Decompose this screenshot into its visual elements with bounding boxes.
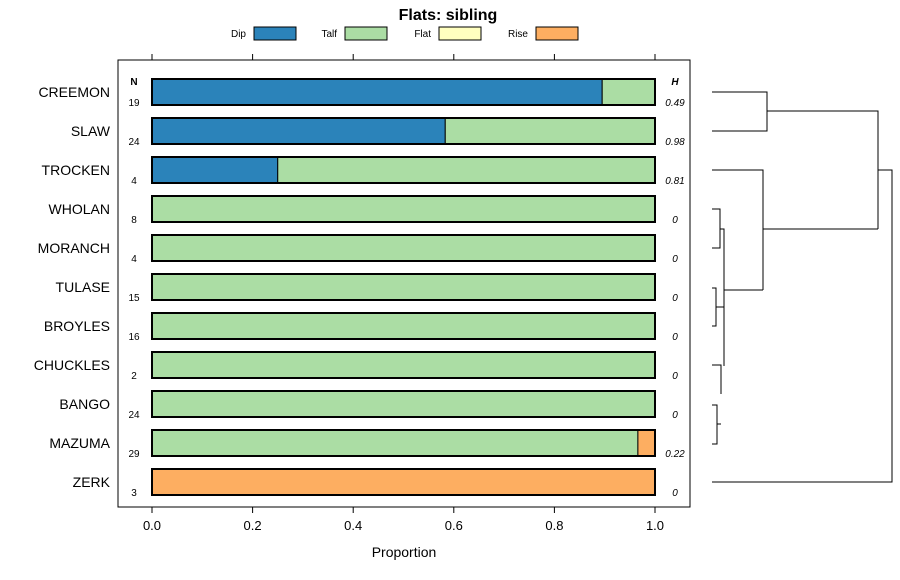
- h-value: 0.49: [665, 98, 685, 109]
- n-value: 3: [131, 488, 137, 499]
- h-value: 0: [672, 332, 678, 343]
- bar-outline: [151, 234, 656, 262]
- plot-frame: [117, 59, 691, 508]
- row-label: MORANCH: [38, 240, 110, 256]
- bar-segment-talf: [151, 390, 656, 418]
- n-value: 15: [128, 293, 140, 304]
- dendrogram-branch: [720, 228, 725, 366]
- legend-label: Rise: [508, 29, 528, 40]
- h-value: 0: [672, 410, 678, 421]
- h-value: 0: [672, 215, 678, 226]
- legend-label: Flat: [414, 29, 431, 40]
- x-tick-label: 0.0: [143, 518, 161, 533]
- dendrogram-branch: [712, 364, 722, 394]
- chart-title: Flats: sibling: [399, 7, 498, 24]
- h-value: 0: [672, 371, 678, 382]
- bar-segment-talf: [277, 156, 656, 184]
- bar-segment-talf: [151, 351, 656, 379]
- row-label: BANGO: [59, 396, 110, 412]
- row-label: CREEMON: [38, 84, 110, 100]
- bar-outline: [151, 429, 656, 457]
- n-value: 2: [131, 371, 137, 382]
- n-value: 19: [128, 98, 140, 109]
- row-label: TROCKEN: [42, 162, 110, 178]
- row-label: WHOLAN: [49, 201, 110, 217]
- x-tick-label: 0.2: [244, 518, 262, 533]
- x-tick-label: 0.8: [545, 518, 563, 533]
- legend-label: Talf: [321, 29, 337, 40]
- bar-segment-talf: [151, 273, 656, 301]
- legend: Dip Talf Flat Rise: [231, 26, 579, 41]
- dendrogram-branch: [712, 208, 721, 249]
- n-value: 24: [128, 137, 140, 148]
- dendrogram-branch: [767, 110, 879, 229]
- x-tick-label: 0.4: [344, 518, 362, 533]
- row-label: ZERK: [73, 474, 111, 490]
- dendrogram-branch: [712, 404, 718, 445]
- bar-outline: [151, 117, 656, 145]
- h-value: 0: [672, 293, 678, 304]
- x-tick-label: 1.0: [646, 518, 664, 533]
- legend-swatch-dip: [253, 26, 297, 41]
- bar-segment-talf: [151, 195, 656, 223]
- bar-outline: [151, 156, 656, 184]
- legend-swatch-flat: [438, 26, 482, 41]
- h-value: 0.81: [665, 176, 684, 187]
- bar-segment-talf: [601, 78, 656, 106]
- n-value: 4: [131, 176, 137, 187]
- bar-outline: [151, 468, 656, 496]
- n-value: 24: [128, 410, 140, 421]
- bar-outline: [151, 78, 656, 106]
- row-label: TULASE: [56, 279, 110, 295]
- x-axis: 0.0 0.2 0.4 0.6 0.8 1.0: [143, 54, 664, 533]
- row-label: BROYLES: [44, 318, 110, 334]
- h-value: 0: [672, 254, 678, 265]
- bar-segment-rise: [151, 468, 656, 496]
- legend-swatch-talf: [344, 26, 388, 41]
- n-value: 8: [131, 215, 137, 226]
- n-value: 16: [128, 332, 140, 343]
- bar-outline: [151, 312, 656, 340]
- row-label: SLAW: [71, 123, 111, 139]
- row-label: MAZUMA: [49, 435, 110, 451]
- x-axis-title: Proportion: [372, 544, 437, 560]
- n-value: 29: [128, 449, 140, 460]
- bar-segment-talf: [151, 234, 656, 262]
- bar-segment-rise: [637, 429, 656, 457]
- legend-label: Dip: [231, 29, 246, 40]
- h-value: 0: [672, 488, 678, 499]
- row-label: CHUCKLES: [34, 357, 110, 373]
- bar-segment-talf: [151, 429, 639, 457]
- legend-swatch-rise: [535, 26, 579, 41]
- h-value: 0.22: [665, 449, 685, 460]
- dendrogram-branch: [712, 169, 893, 483]
- dendrogram-branch: [712, 91, 768, 132]
- bar-segment-dip: [151, 117, 446, 145]
- h-value: 0.98: [665, 137, 685, 148]
- bar-segment-dip: [151, 78, 603, 106]
- h-column-header: H: [671, 77, 679, 88]
- bar-outline: [151, 351, 656, 379]
- bar-outline: [151, 195, 656, 223]
- dendrogram-branch: [712, 169, 764, 290]
- bar-outline: [151, 390, 656, 418]
- x-tick-label: 0.6: [445, 518, 463, 533]
- n-column-header: N: [130, 77, 137, 88]
- dendrogram: [712, 91, 893, 483]
- bar-segment-talf: [444, 117, 656, 145]
- bar-outline: [151, 273, 656, 301]
- bar-segment-talf: [151, 312, 656, 340]
- bar-segment-dip: [151, 156, 279, 184]
- n-value: 4: [131, 254, 137, 265]
- dendrogram-branch: [712, 287, 717, 327]
